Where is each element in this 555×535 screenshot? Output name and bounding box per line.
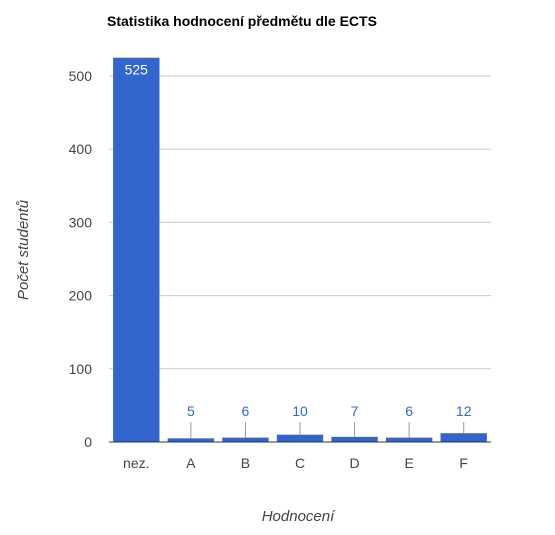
gridlines <box>109 75 491 370</box>
x-tick-label: F <box>459 455 468 471</box>
y-tick-label: 400 <box>69 141 93 157</box>
y-tick-label: 0 <box>84 434 92 450</box>
y-axis-ticks: 0 100 200 300 400 500 <box>69 68 93 450</box>
data-label: 525 <box>125 62 149 78</box>
data-label: 5 <box>187 403 195 419</box>
y-tick-label: 200 <box>69 288 93 304</box>
data-label: 6 <box>242 403 250 419</box>
x-tick-label: D <box>350 455 360 471</box>
y-tick-label: 300 <box>69 214 93 230</box>
y-axis-label: Počet studentů <box>15 199 32 300</box>
data-label: 7 <box>351 403 359 419</box>
x-tick-label: A <box>186 455 196 471</box>
x-axis-label: Hodnocení <box>262 508 336 525</box>
bar-A <box>167 438 215 442</box>
bar-B <box>222 437 269 442</box>
x-tick-label: B <box>241 455 250 471</box>
data-labels: 525 5 6 10 7 6 12 <box>125 62 472 439</box>
x-tick-label: E <box>404 455 413 471</box>
bar-E <box>385 437 433 442</box>
bar-D <box>331 436 378 442</box>
data-label: 10 <box>292 403 308 419</box>
y-tick-label: 100 <box>69 361 93 377</box>
x-axis-ticks: nez. A B C D E F <box>123 455 468 471</box>
bar-nez. <box>113 57 160 442</box>
data-label: 12 <box>456 403 472 419</box>
y-tick-label: 500 <box>69 68 93 84</box>
data-label: 6 <box>405 403 413 419</box>
bars <box>113 57 487 442</box>
bar-F <box>440 433 487 442</box>
x-tick-label: C <box>295 455 305 471</box>
chart-title: Statistika hodnocení předmětu dle ECTS <box>107 13 377 29</box>
bar-C <box>276 434 324 442</box>
x-tick-label: nez. <box>123 455 149 471</box>
